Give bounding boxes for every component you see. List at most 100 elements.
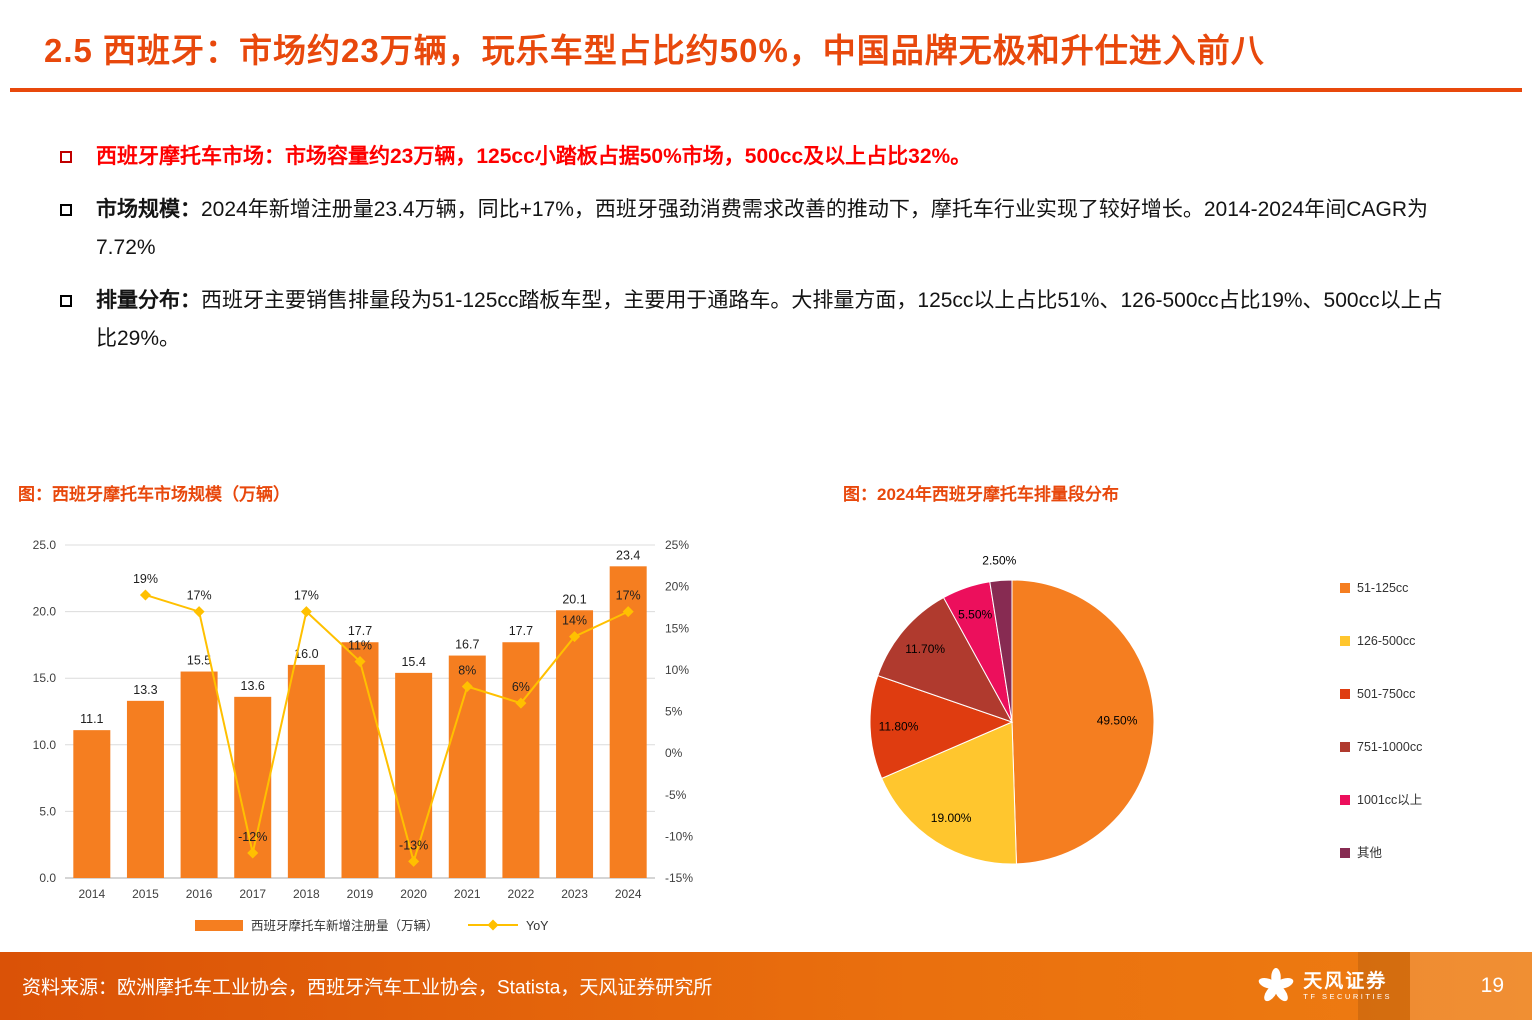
tf-securities-logo: 天风证券 TF SECURITIES <box>1257 967 1392 1005</box>
pie-legend-label: 51-125cc <box>1357 581 1408 595</box>
pie-slice-3 <box>877 596 1014 723</box>
bar <box>287 664 325 878</box>
pie-value-label: 19.00% <box>931 811 972 825</box>
pie-legend-label: 其他 <box>1357 846 1383 860</box>
pie-value-label: 2.50% <box>982 554 1016 568</box>
bar-value-label: 17.7 <box>509 624 533 638</box>
left-axis-label: 20.0 <box>33 605 57 619</box>
yoy-value-label: 19% <box>133 572 158 586</box>
bar-value-label: 15.5 <box>187 654 211 668</box>
right-axis-label: -15% <box>665 871 693 885</box>
right-axis-label: 5% <box>665 705 683 719</box>
bar <box>556 610 594 878</box>
yoy-value-label: -13% <box>399 838 428 852</box>
x-tick-label: 2019 <box>347 887 374 901</box>
yoy-value-label: 17% <box>294 589 319 603</box>
yoy-value-label: 14% <box>562 614 587 628</box>
bar-value-label: 20.1 <box>562 592 586 606</box>
x-tick-label: 2020 <box>400 887 427 901</box>
bar-value-label: 11.1 <box>80 712 103 726</box>
page-number: 19 <box>1480 974 1504 997</box>
yoy-marker <box>622 606 634 618</box>
right-axis-label: 25% <box>665 538 689 552</box>
pie-value-label: 5.50% <box>958 608 992 622</box>
bullet-body: 西班牙摩托车市场：市场容量约23万辆，125cc小踏板占据50%市场，500cc… <box>96 145 972 168</box>
bullets-section: 西班牙摩托车市场：市场容量约23万辆，125cc小踏板占据50%市场，500cc… <box>60 138 1457 373</box>
page-title: 2.5 西班牙：市场约23万辆，玩乐车型占比约50%，中国品牌无极和升仕进入前八 <box>44 32 1265 69</box>
x-tick-label: 2016 <box>186 887 213 901</box>
yoy-value-label: 17% <box>616 589 641 603</box>
yoy-value-label: 8% <box>458 664 476 678</box>
bar-value-label: 13.6 <box>241 679 265 693</box>
bar-value-label: 16.0 <box>294 647 318 661</box>
x-tick-label: 2017 <box>239 887 266 901</box>
bar-value-label: 16.7 <box>455 638 479 652</box>
yoy-line <box>145 593 629 865</box>
bar <box>180 671 218 878</box>
x-tick-label: 2014 <box>78 887 105 901</box>
pie-value-label: 11.80% <box>879 719 919 733</box>
pie-slice-0 <box>1011 579 1155 865</box>
bar-value-label: 15.4 <box>401 655 425 669</box>
yoy-marker <box>139 589 151 601</box>
footer-decor-block <box>1358 952 1410 1020</box>
legend-bar-label: 西班牙摩托车新增注册量（万辆） <box>251 918 439 933</box>
footer: 资料来源：欧洲摩托车工业协会，西班牙汽车工业协会，Statista，天风证券研究… <box>0 952 1532 1020</box>
bullet-text: 市场规模：2024年新增注册量23.4万辆，同比+17%，西班牙强劲消费需求改善… <box>96 191 1457 267</box>
source-text: 资料来源：欧洲摩托车工业协会，西班牙汽车工业协会，Statista，天风证券研究… <box>22 977 713 999</box>
bar <box>73 730 111 878</box>
x-tick-label: 2018 <box>293 887 320 901</box>
yoy-value-label: 6% <box>512 680 530 694</box>
pie-legend-swatch <box>1340 795 1350 805</box>
right-axis-label: 15% <box>665 621 689 635</box>
bullet-square-icon <box>60 204 72 216</box>
market-size-chart: 0.0 5.0 10.0 15.0 20.0 25.0 -15% -10% -5% 0% 5% 10%… <box>10 520 740 955</box>
pie-legend-swatch <box>1340 583 1350 593</box>
logo-text: 天风证券 TF SECURITIES <box>1303 970 1392 1001</box>
pie-legend-label: 1001cc以上 <box>1357 793 1422 807</box>
x-tick-label: 2021 <box>454 887 481 901</box>
bullet-text: 排量分布：西班牙主要销售排量段为51-125cc踏板车型，主要用于通路车。大排量… <box>96 282 1457 358</box>
yoy-marker <box>569 631 581 643</box>
pie-legend-label: 126-500cc <box>1357 634 1415 648</box>
title-divider <box>10 88 1522 92</box>
bullet-text: 西班牙摩托车市场：市场容量约23万辆，125cc小踏板占据50%市场，500cc… <box>96 138 971 176</box>
pie-legend-label: 501-750cc <box>1357 687 1415 701</box>
logo-flower-icon <box>1258 967 1294 1002</box>
bullet-market-summary: 西班牙摩托车市场：市场容量约23万辆，125cc小踏板占据50%市场，500cc… <box>60 138 1457 176</box>
right-axis-label: 10% <box>665 663 689 677</box>
bullet-emphasis: 排量分布： <box>96 289 201 312</box>
yoy-marker <box>515 697 527 709</box>
pie-legend-swatch <box>1340 742 1350 752</box>
left-axis-label: 10.0 <box>33 738 57 752</box>
bar <box>341 642 379 878</box>
pie-slice-1 <box>881 721 1017 865</box>
logo-en-text: TF SECURITIES <box>1303 991 1392 1001</box>
bullet-square-icon <box>60 151 72 163</box>
pie-legend-label: 751-1000cc <box>1357 740 1422 754</box>
yoy-value-label: 17% <box>187 589 212 603</box>
bullet-body: 西班牙主要销售排量段为51-125cc踏板车型，主要用于通路车。大排量方面，12… <box>96 289 1443 350</box>
yoy-marker <box>408 855 420 867</box>
pie-slice-2 <box>869 674 1014 780</box>
x-tick-label: 2022 <box>508 887 535 901</box>
legend-line-marker <box>487 919 499 931</box>
yoy-marker <box>300 606 312 618</box>
pie-value-label: 11.70% <box>905 642 945 656</box>
yoy-marker <box>461 681 473 693</box>
yoy-value-label: 11% <box>348 639 372 653</box>
logo-cn-text: 天风证券 <box>1303 970 1388 992</box>
left-axis-label: 25.0 <box>33 538 57 552</box>
bullet-square-icon <box>60 295 72 307</box>
bar <box>448 655 486 878</box>
bar-value-label: 23.4 <box>616 548 640 562</box>
right-axis-label: -10% <box>665 829 693 843</box>
right-axis-label: 20% <box>665 580 689 594</box>
bar <box>126 700 164 878</box>
left-axis-label: 15.0 <box>33 671 57 685</box>
pie-slice-5 <box>989 579 1013 723</box>
legend-bar-swatch <box>195 920 243 931</box>
left-axis-label: 5.0 <box>39 804 56 818</box>
bullet-market-size: 市场规模：2024年新增注册量23.4万辆，同比+17%，西班牙强劲消费需求改善… <box>60 191 1457 267</box>
